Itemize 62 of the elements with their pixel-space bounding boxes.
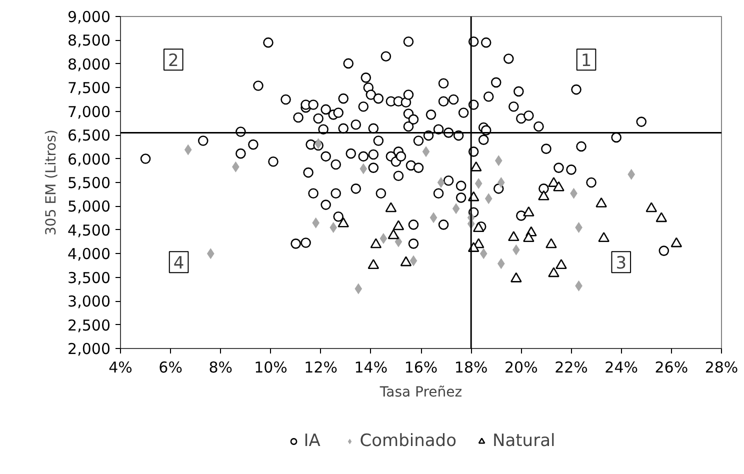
x-tick-label: 28%	[704, 358, 738, 376]
y-tick-label: 4,500	[68, 221, 111, 240]
point	[523, 206, 534, 216]
point	[510, 272, 522, 282]
x-axis-title: Tasa Preñez	[378, 384, 462, 400]
annotation: 1	[580, 51, 592, 72]
annotation: 3	[616, 254, 627, 274]
y-tick-label: 6,500	[68, 126, 111, 145]
point	[497, 177, 505, 188]
point	[385, 202, 397, 212]
point	[523, 232, 534, 242]
point	[400, 256, 412, 266]
y-tick-label: 9,000	[68, 8, 111, 26]
y-tick-label: 5,500	[68, 174, 111, 192]
point	[388, 229, 400, 240]
y-tick-label: 5,000	[68, 198, 111, 216]
point	[656, 212, 668, 222]
point	[338, 217, 350, 228]
point	[370, 238, 382, 248]
x-tick-label: 14%	[354, 358, 388, 376]
annotation: 2	[168, 51, 179, 72]
point	[392, 220, 404, 230]
x-tick-label: 26%	[654, 358, 688, 376]
x-tick-label: 18%	[454, 358, 488, 376]
y-tick-label: 8,000	[68, 55, 111, 74]
point	[437, 177, 445, 188]
point	[368, 259, 380, 270]
x-tick-label: 8%	[208, 358, 233, 376]
y-tick-label: 7,500	[68, 79, 111, 98]
x-tick-label: 16%	[404, 358, 438, 376]
y-tick-label: 2,500	[68, 316, 111, 334]
x-tick-label: 24%	[604, 358, 638, 376]
point	[598, 232, 610, 242]
y-axis-title: 305 EM (Litros)	[44, 130, 60, 236]
point	[470, 161, 482, 172]
x-tick-label: 12%	[304, 358, 338, 376]
legend-label: Natural	[492, 431, 556, 451]
point	[596, 197, 607, 208]
y-tick-label: 7,000	[68, 102, 111, 121]
point	[538, 190, 550, 200]
y-tick-label: 2,000	[68, 340, 111, 358]
x-tick-label: 6%	[158, 358, 182, 376]
y-tick-label: 4,000	[68, 245, 111, 264]
y-tick-label: 8,500	[68, 32, 111, 50]
point	[553, 181, 564, 192]
legend-label: IA	[304, 431, 322, 451]
point	[670, 237, 682, 248]
point	[508, 231, 520, 242]
y-tick-label: 3,500	[68, 268, 111, 287]
point	[548, 267, 560, 278]
legend-label: Combinado	[360, 431, 457, 451]
point	[556, 259, 567, 270]
x-tick-label: 20%	[504, 358, 538, 376]
annotation: 4	[173, 254, 184, 274]
y-tick-label: 6,000	[68, 150, 111, 168]
x-tick-label: 22%	[554, 358, 588, 376]
point	[546, 238, 557, 248]
x-tick-label: 4%	[108, 358, 132, 376]
x-tick-label: 10%	[254, 358, 288, 376]
y-tick-label: 3,000	[68, 292, 111, 311]
point	[646, 202, 658, 212]
point	[472, 222, 484, 232]
